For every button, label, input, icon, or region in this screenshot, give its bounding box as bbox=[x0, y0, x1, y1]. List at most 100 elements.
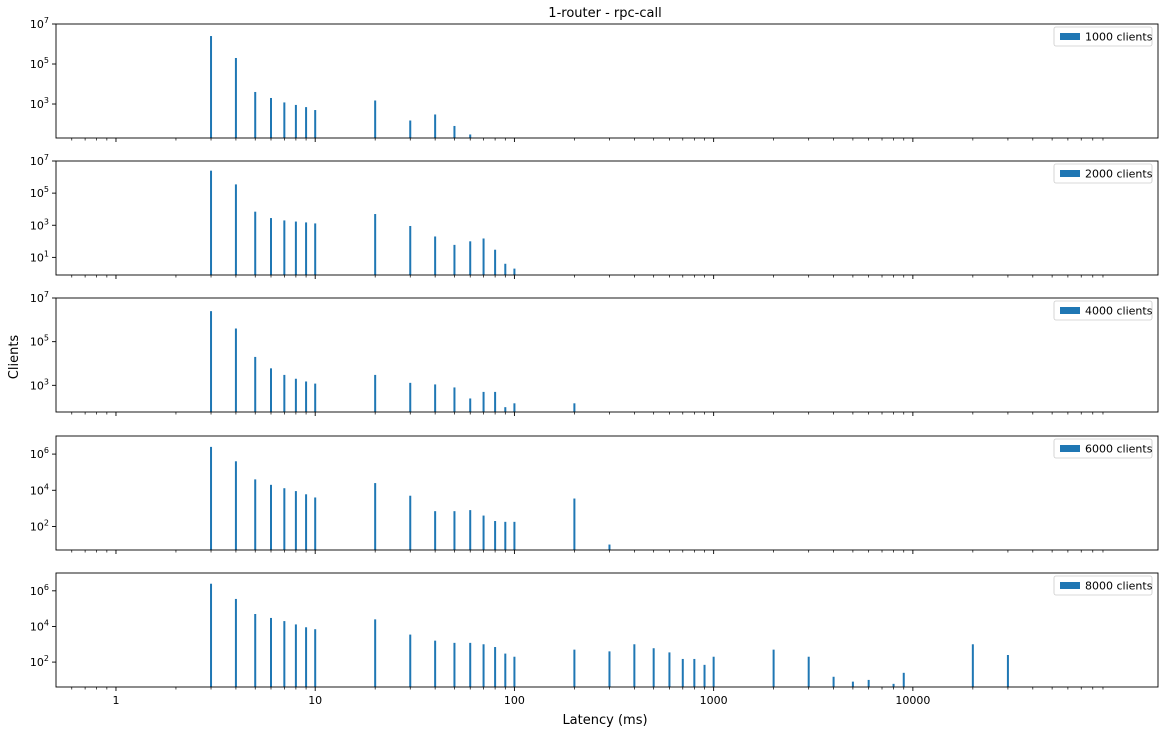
y-tick-label: 102 bbox=[30, 654, 49, 669]
plot-frame bbox=[55, 435, 1159, 551]
x-tick-label: 100 bbox=[504, 694, 525, 707]
bar bbox=[374, 214, 377, 275]
x-tick-label: 10000 bbox=[895, 694, 930, 707]
bar bbox=[254, 614, 257, 687]
bar bbox=[294, 378, 297, 412]
bar bbox=[283, 621, 286, 687]
x-tick-label: 10 bbox=[308, 694, 322, 707]
legend-label: 1000 clients bbox=[1085, 31, 1153, 44]
y-tick-label: 105 bbox=[30, 334, 49, 349]
bar bbox=[482, 391, 485, 412]
bar bbox=[608, 651, 611, 687]
bars bbox=[210, 311, 576, 412]
bar bbox=[234, 57, 237, 138]
bar bbox=[573, 498, 576, 550]
bar bbox=[892, 683, 895, 687]
bar bbox=[409, 634, 412, 687]
legend: 8000 clients bbox=[1053, 575, 1153, 596]
legend-label: 2000 clients bbox=[1085, 168, 1153, 181]
y-tick-label: 103 bbox=[30, 217, 49, 232]
bar bbox=[210, 446, 213, 550]
legend-swatch bbox=[1060, 33, 1080, 40]
bar bbox=[504, 263, 507, 275]
x-tick-label: 1 bbox=[112, 694, 119, 707]
bar bbox=[482, 238, 485, 275]
bar bbox=[254, 479, 257, 550]
y-ticks: 103 105 107 bbox=[30, 290, 56, 392]
bar bbox=[270, 617, 272, 687]
x-ticks bbox=[71, 138, 1104, 142]
bar bbox=[234, 461, 237, 550]
y-tick-label: 107 bbox=[30, 16, 49, 31]
bar bbox=[210, 583, 213, 687]
y-ticks: 102 104 106 bbox=[30, 446, 56, 533]
bar bbox=[294, 221, 297, 275]
subplot-5: 102 104 106 1 10 100 1000 10000 8000 clients bbox=[30, 572, 1159, 707]
legend: 4000 clients bbox=[1053, 300, 1153, 321]
legend: 6000 clients bbox=[1053, 438, 1153, 459]
bar bbox=[453, 511, 456, 550]
bar bbox=[703, 664, 706, 687]
bar bbox=[434, 640, 437, 687]
bar bbox=[513, 268, 516, 275]
y-ticks: 102 104 106 bbox=[30, 583, 56, 669]
legend-box bbox=[1053, 575, 1153, 596]
bar bbox=[494, 249, 497, 275]
bar bbox=[434, 114, 437, 138]
y-tick-label: 105 bbox=[30, 56, 49, 71]
legend: 2000 clients bbox=[1053, 163, 1153, 184]
x-ticks bbox=[71, 550, 1104, 554]
bar bbox=[283, 102, 286, 138]
plot-frame bbox=[55, 297, 1159, 413]
bar bbox=[283, 220, 286, 275]
bar bbox=[772, 649, 775, 687]
bar bbox=[469, 510, 472, 550]
bar bbox=[469, 398, 472, 412]
bar bbox=[434, 236, 437, 275]
bar bbox=[254, 91, 257, 138]
bar bbox=[482, 515, 485, 550]
y-tick-label: 107 bbox=[30, 290, 49, 305]
bars bbox=[210, 446, 611, 550]
plot-frame bbox=[55, 160, 1159, 276]
bar bbox=[314, 497, 317, 550]
bar bbox=[504, 653, 507, 687]
legend-label: 6000 clients bbox=[1085, 443, 1153, 456]
bars bbox=[210, 583, 1009, 687]
y-tick-label: 104 bbox=[30, 482, 49, 497]
bar bbox=[902, 672, 905, 687]
bar bbox=[374, 483, 377, 550]
y-tick-label: 106 bbox=[30, 583, 49, 598]
bar bbox=[1006, 655, 1009, 687]
legend-box bbox=[1053, 163, 1153, 184]
legend-label: 4000 clients bbox=[1085, 305, 1153, 318]
y-tick-label: 107 bbox=[30, 153, 49, 168]
bar bbox=[270, 97, 272, 138]
y-tick-label: 105 bbox=[30, 185, 49, 200]
bar bbox=[314, 383, 317, 412]
bar bbox=[234, 328, 237, 412]
bar bbox=[305, 107, 308, 138]
bar bbox=[270, 368, 272, 412]
y-tick-label: 102 bbox=[30, 518, 49, 533]
legend-swatch bbox=[1060, 445, 1080, 452]
bar bbox=[832, 676, 835, 687]
bar bbox=[294, 491, 297, 550]
bar bbox=[283, 374, 286, 412]
bar bbox=[314, 110, 317, 138]
bar bbox=[867, 679, 870, 687]
bar bbox=[374, 100, 377, 138]
bars bbox=[210, 36, 472, 138]
subplot-1: 103 105 107 1000 clients bbox=[30, 16, 1159, 142]
bar bbox=[453, 387, 456, 412]
legend-box bbox=[1053, 26, 1153, 47]
x-tick-label: 1000 bbox=[700, 694, 728, 707]
bar bbox=[409, 225, 412, 275]
bar bbox=[314, 223, 317, 275]
bar bbox=[270, 218, 272, 275]
x-axis-label: Latency (ms) bbox=[562, 713, 647, 728]
bar bbox=[210, 311, 213, 412]
bar bbox=[374, 619, 377, 687]
